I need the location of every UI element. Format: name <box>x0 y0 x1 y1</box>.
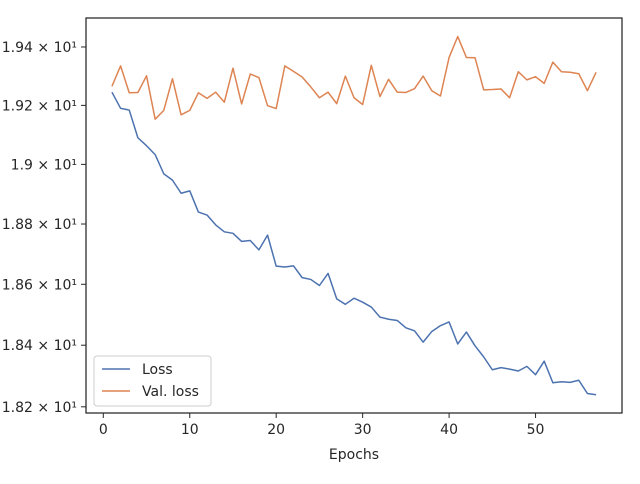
y-tick-label: 1.94 × 10¹ <box>2 40 77 56</box>
y-tick-label: 1.82 × 10¹ <box>2 400 77 416</box>
y-tick-label: 1.92 × 10¹ <box>2 98 77 114</box>
plot-frame <box>85 17 623 414</box>
legend-label-val-loss: Val. loss <box>142 384 199 400</box>
series-line-val-loss <box>111 35 597 120</box>
x-tick-label: 0 <box>99 422 108 438</box>
y-tick-label: 1.86 × 10¹ <box>2 277 77 293</box>
legend: Loss Val. loss <box>93 355 212 407</box>
x-axis-label: Epochs <box>329 447 379 463</box>
x-tick-label: 20 <box>267 422 285 438</box>
y-tick-label: 1.9 × 10¹ <box>11 157 77 173</box>
y-tick-label: 1.84 × 10¹ <box>2 338 77 354</box>
x-tick-label: 30 <box>354 422 372 438</box>
x-tick-label: 40 <box>440 422 458 438</box>
legend-label-loss: Loss <box>142 362 173 378</box>
plot-background <box>86 18 622 413</box>
series-line-loss <box>111 91 597 396</box>
series-layer <box>111 35 597 396</box>
x-tick-label: 10 <box>181 422 199 438</box>
plot-area <box>86 18 622 413</box>
axes-layer: 0 10 20 30 40 50 1.82 × 10¹ 1.84 × 10¹ 1.86 × 10… <box>2 17 623 438</box>
x-tick-label: 50 <box>527 422 545 438</box>
y-tick-label: 1.88 × 10¹ <box>2 217 77 233</box>
